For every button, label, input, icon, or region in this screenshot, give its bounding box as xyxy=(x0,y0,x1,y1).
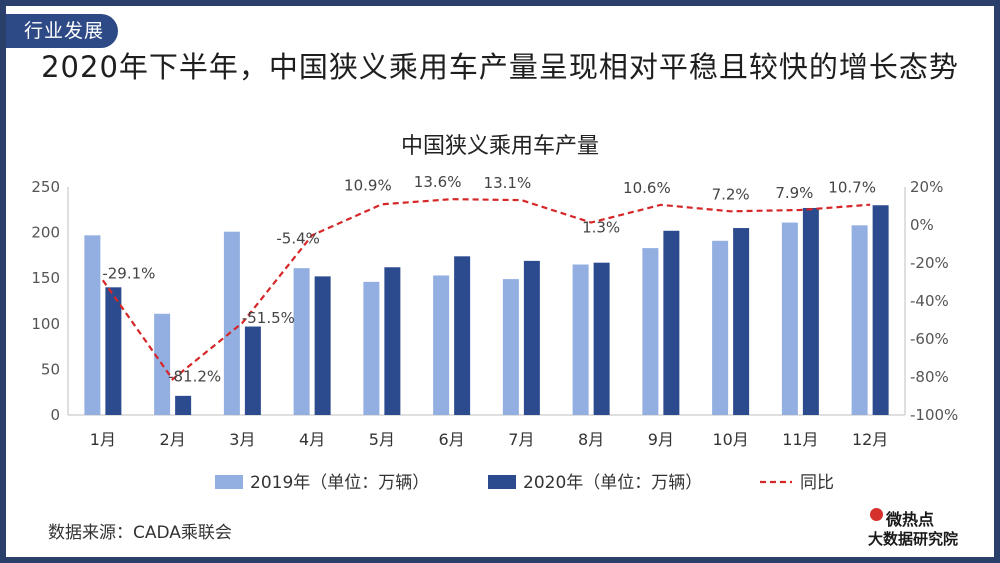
bar-2019 xyxy=(223,231,240,415)
page-title: 2020年下半年，中国狭义乘用车产量呈现相对平稳且较快的增长态势 xyxy=(41,50,959,84)
yoy-line xyxy=(101,198,871,381)
y-tick-label: 50 xyxy=(41,360,60,378)
yoy-data-label: -5.4% xyxy=(276,229,320,247)
y2-tick-label: 0% xyxy=(910,216,934,234)
y2-tick-label: -100% xyxy=(910,406,958,424)
y-tick-label: 0 xyxy=(50,406,60,424)
bar-2019 xyxy=(433,275,450,415)
bar-2020 xyxy=(872,205,889,415)
bar-2020 xyxy=(314,276,331,415)
bar-2019 xyxy=(293,268,310,415)
bar-2020 xyxy=(175,395,192,415)
bar-2020 xyxy=(244,326,261,415)
bar-2019 xyxy=(84,235,101,415)
x-tick-label: 8月 xyxy=(578,430,604,449)
bar-2020 xyxy=(105,287,122,415)
yoy-data-label: -51.5% xyxy=(242,309,295,327)
bar-2019 xyxy=(363,281,380,415)
x-tick-label: 5月 xyxy=(369,430,395,449)
bar-2020 xyxy=(733,228,750,415)
logo-text-bottom: 大数据研究院 xyxy=(868,530,959,548)
yoy-data-label: 10.6% xyxy=(623,179,671,197)
y2-tick-label: 20% xyxy=(910,178,943,196)
yoy-data-label: 7.9% xyxy=(775,184,813,202)
yoy-data-label: 13.6% xyxy=(414,173,462,191)
yoy-data-label: 1.3% xyxy=(582,219,620,237)
legend-swatch-2020 xyxy=(488,475,516,489)
y2-tick-label: -40% xyxy=(910,292,949,310)
x-tick-label: 1月 xyxy=(90,430,116,449)
bar-2020 xyxy=(802,207,819,415)
yoy-data-label: -81.2% xyxy=(168,367,221,385)
logo-text-top: 微热点 xyxy=(886,510,935,529)
bar-2020 xyxy=(454,256,471,415)
x-tick-label: 4月 xyxy=(299,430,325,449)
bar-2019 xyxy=(851,225,868,415)
source-note: 数据来源：CADA乘联会 xyxy=(48,523,232,543)
y-tick-label: 100 xyxy=(31,315,60,333)
yoy-data-label: 13.1% xyxy=(484,174,532,192)
x-tick-label: 6月 xyxy=(439,430,465,449)
bar-2019 xyxy=(781,222,798,415)
legend-label-2020: 2020年（单位：万辆） xyxy=(523,473,702,493)
legend-label-yoy: 同比 xyxy=(800,473,834,493)
bar-2019 xyxy=(712,240,729,415)
yoy-data-label: 7.2% xyxy=(712,185,750,203)
bar-2020 xyxy=(593,262,610,415)
y-tick-label: 200 xyxy=(31,224,60,242)
y2-tick-label: -20% xyxy=(910,254,949,272)
logo-mark-icon xyxy=(870,508,883,521)
x-tick-label: 9月 xyxy=(648,430,674,449)
yoy-data-label: 10.7% xyxy=(828,179,876,197)
x-tick-label: 11月 xyxy=(782,430,818,449)
y-tick-label: 150 xyxy=(31,269,60,287)
yoy-data-label: 10.9% xyxy=(344,176,392,194)
legend-label-2019: 2019年（单位：万辆） xyxy=(250,473,429,493)
bar-2019 xyxy=(502,279,519,415)
yoy-data-label: -29.1% xyxy=(102,264,155,282)
x-tick-label: 7月 xyxy=(508,430,534,449)
bar-2019 xyxy=(642,248,659,415)
chart-title: 中国狭义乘用车产量 xyxy=(400,134,599,159)
y-tick-label: 250 xyxy=(31,178,60,196)
x-tick-label: 12月 xyxy=(852,430,888,449)
brand-logo: 微热点 大数据研究院 xyxy=(868,506,978,552)
legend-swatch-2019 xyxy=(215,475,243,489)
bar-2020 xyxy=(663,230,680,415)
bar-2020 xyxy=(523,260,540,415)
y2-tick-label: -80% xyxy=(910,368,949,386)
bar-2019 xyxy=(572,264,589,415)
x-tick-label: 3月 xyxy=(229,430,255,449)
bar-2020 xyxy=(384,267,401,415)
section-tag: 行业发展 xyxy=(6,14,118,48)
x-tick-label: 2月 xyxy=(160,430,186,449)
x-tick-label: 10月 xyxy=(712,430,748,449)
y2-tick-label: -60% xyxy=(910,330,949,348)
